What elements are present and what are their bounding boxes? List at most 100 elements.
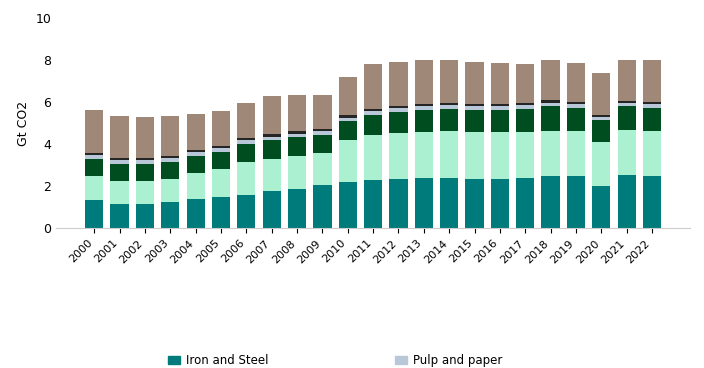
Bar: [643, 60, 661, 102]
Bar: [161, 202, 180, 228]
Bar: [617, 100, 636, 103]
Bar: [111, 181, 129, 204]
Bar: [415, 132, 433, 178]
Bar: [339, 118, 357, 121]
Bar: [541, 100, 560, 103]
Bar: [263, 191, 281, 228]
Bar: [364, 135, 382, 180]
Bar: [592, 186, 610, 228]
Bar: [415, 110, 433, 132]
Bar: [187, 152, 205, 156]
Bar: [389, 106, 408, 108]
Bar: [212, 169, 230, 197]
Bar: [592, 120, 610, 142]
Bar: [567, 63, 585, 102]
Bar: [237, 195, 256, 228]
Bar: [567, 131, 585, 176]
Y-axis label: Gt CO2: Gt CO2: [17, 101, 30, 146]
Bar: [516, 178, 534, 228]
Bar: [415, 60, 433, 104]
Bar: [288, 134, 306, 137]
Bar: [313, 95, 332, 130]
Bar: [136, 164, 154, 181]
Bar: [263, 96, 281, 134]
Bar: [440, 131, 458, 178]
Bar: [237, 144, 256, 162]
Bar: [237, 103, 256, 138]
Bar: [212, 197, 230, 228]
Bar: [136, 204, 154, 228]
Bar: [541, 60, 560, 100]
Bar: [643, 104, 661, 107]
Bar: [465, 132, 484, 179]
Bar: [187, 150, 205, 152]
Bar: [339, 140, 357, 182]
Bar: [212, 146, 230, 148]
Bar: [85, 176, 103, 200]
Bar: [263, 137, 281, 141]
Bar: [288, 190, 306, 228]
Bar: [288, 131, 306, 134]
Bar: [161, 158, 180, 162]
Bar: [111, 160, 129, 164]
Bar: [440, 109, 458, 131]
Bar: [136, 117, 154, 158]
Bar: [643, 102, 661, 104]
Bar: [516, 132, 534, 178]
Bar: [465, 62, 484, 104]
Bar: [111, 204, 129, 228]
Bar: [389, 108, 408, 112]
Bar: [567, 102, 585, 104]
Bar: [237, 138, 256, 141]
Bar: [85, 110, 103, 153]
Bar: [643, 176, 661, 228]
Bar: [85, 200, 103, 228]
Bar: [440, 60, 458, 103]
Bar: [516, 109, 534, 132]
Bar: [161, 116, 180, 156]
Bar: [212, 152, 230, 169]
Legend: Iron and Steel, Cement, Chemical and Petrochemical, Pulp and paper, Aluminium, O: Iron and Steel, Cement, Chemical and Pet…: [163, 350, 507, 368]
Bar: [415, 104, 433, 106]
Bar: [465, 179, 484, 228]
Bar: [491, 104, 509, 106]
Bar: [364, 64, 382, 109]
Bar: [364, 180, 382, 228]
Bar: [491, 179, 509, 228]
Bar: [592, 117, 610, 120]
Bar: [541, 176, 560, 228]
Bar: [288, 137, 306, 156]
Bar: [491, 110, 509, 132]
Bar: [339, 77, 357, 115]
Bar: [364, 112, 382, 115]
Bar: [187, 156, 205, 173]
Bar: [592, 142, 610, 186]
Bar: [339, 115, 357, 118]
Bar: [440, 105, 458, 109]
Bar: [237, 141, 256, 144]
Bar: [592, 115, 610, 117]
Bar: [541, 106, 560, 131]
Bar: [465, 104, 484, 106]
Bar: [313, 153, 332, 185]
Bar: [313, 130, 332, 131]
Bar: [111, 116, 129, 158]
Bar: [415, 106, 433, 110]
Bar: [161, 156, 180, 158]
Bar: [136, 181, 154, 204]
Bar: [617, 130, 636, 175]
Bar: [541, 131, 560, 176]
Bar: [491, 132, 509, 179]
Bar: [339, 182, 357, 228]
Bar: [187, 173, 205, 199]
Bar: [111, 164, 129, 181]
Bar: [541, 103, 560, 106]
Bar: [339, 121, 357, 140]
Bar: [440, 103, 458, 105]
Bar: [643, 131, 661, 176]
Bar: [389, 62, 408, 106]
Bar: [567, 107, 585, 131]
Bar: [567, 176, 585, 228]
Bar: [491, 106, 509, 110]
Bar: [212, 148, 230, 152]
